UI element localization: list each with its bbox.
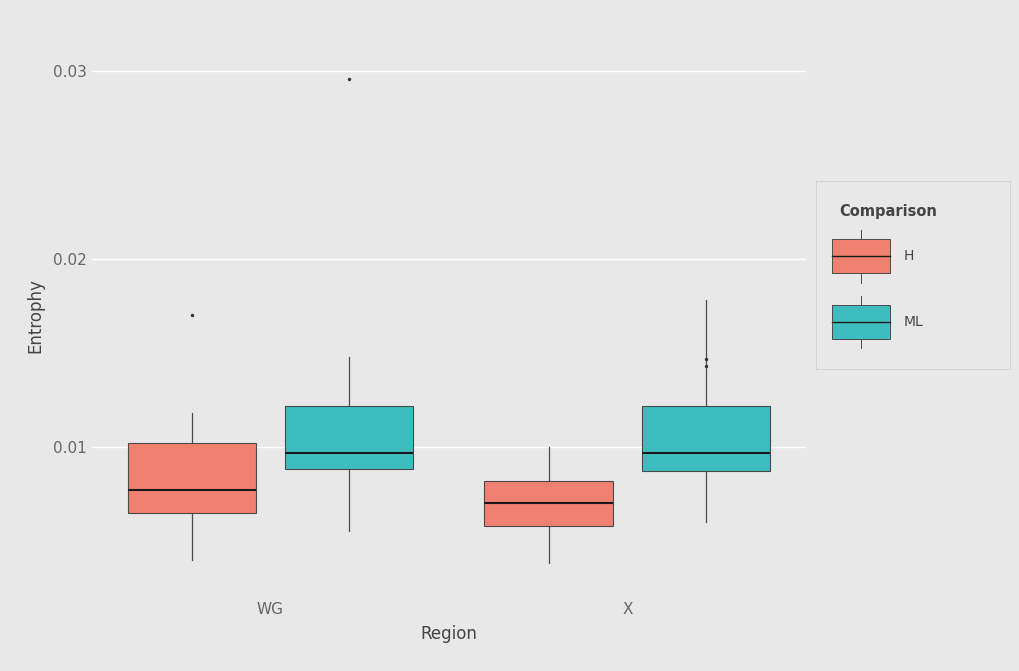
Text: Comparison: Comparison — [839, 204, 936, 219]
Text: H: H — [903, 250, 913, 263]
Bar — [830, 240, 889, 273]
Bar — [284, 405, 413, 470]
Y-axis label: Entrophy: Entrophy — [26, 278, 45, 353]
Text: ML: ML — [903, 315, 922, 329]
X-axis label: Region: Region — [420, 625, 477, 643]
Bar — [830, 305, 889, 339]
Bar — [641, 405, 769, 471]
Bar — [127, 443, 256, 513]
Bar — [484, 480, 612, 526]
